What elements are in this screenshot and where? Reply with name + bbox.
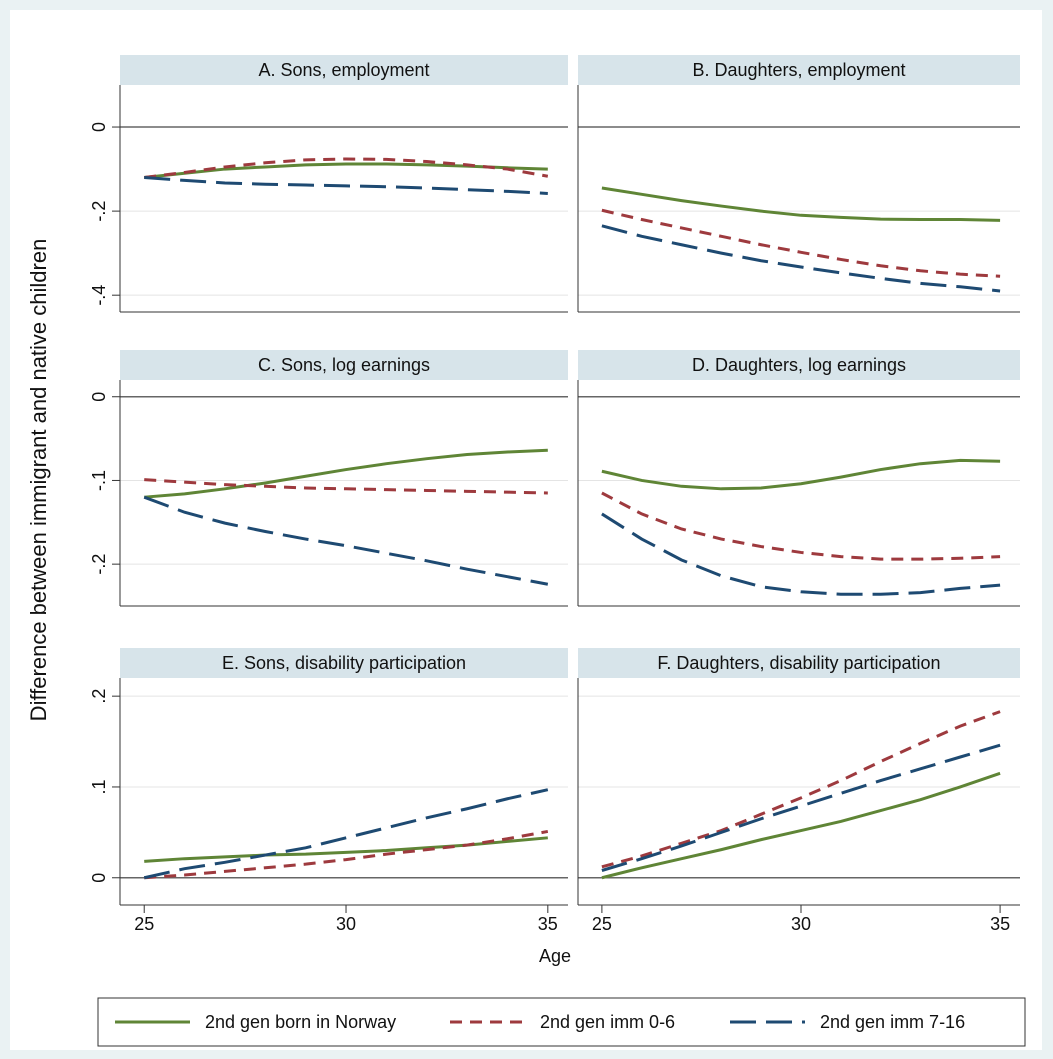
series-line — [144, 448, 548, 499]
panel-title: C. Sons, log earnings — [258, 355, 430, 375]
panel-title-bar — [120, 350, 568, 380]
y-tick-label: .2 — [89, 689, 109, 704]
y-tick-label: -.4 — [89, 285, 109, 306]
series-line — [144, 836, 548, 863]
x-tick-label: 30 — [336, 914, 356, 934]
series-line — [144, 162, 548, 179]
y-tick-label: -.2 — [89, 554, 109, 575]
series-line — [601, 512, 1001, 596]
x-tick-label: 35 — [538, 914, 558, 934]
panel-title-bar — [578, 55, 1020, 85]
series-line — [601, 458, 1001, 491]
x-tick-label: 25 — [592, 914, 612, 934]
panel-title-bar — [578, 648, 1020, 678]
series-line — [144, 157, 549, 179]
y-tick-label: 0 — [89, 392, 109, 402]
y-tick-label: -.2 — [89, 201, 109, 222]
series-line — [601, 710, 1001, 869]
x-axis-label: Age — [539, 946, 571, 966]
x-tick-label: 35 — [990, 914, 1010, 934]
panel-title: E. Sons, disability participation — [222, 653, 466, 673]
series-line — [143, 788, 549, 880]
series-line — [144, 175, 548, 195]
y-tick-label: -.1 — [89, 470, 109, 491]
panel-title-bar — [120, 55, 568, 85]
series-line — [143, 495, 549, 586]
series-line — [601, 224, 1001, 293]
y-axis-label: Difference between immigrant and native … — [26, 239, 51, 722]
panel-title-bar — [578, 350, 1020, 380]
y-tick-label: 0 — [89, 873, 109, 883]
panel-title: F. Daughters, disability participation — [657, 653, 940, 673]
legend-label: 2nd gen imm 7-16 — [820, 1012, 965, 1032]
panel-title: B. Daughters, employment — [692, 60, 905, 80]
series-line — [601, 491, 1001, 561]
series-line — [601, 771, 1001, 880]
legend-label: 2nd gen imm 0-6 — [540, 1012, 675, 1032]
panel-title: A. Sons, employment — [258, 60, 429, 80]
graph-region — [10, 10, 1042, 1050]
x-tick-label: 30 — [791, 914, 811, 934]
legend-label: 2nd gen born in Norway — [205, 1012, 396, 1032]
series-line — [144, 829, 549, 880]
series-line — [601, 208, 1001, 278]
y-tick-label: 0 — [89, 122, 109, 132]
y-tick-label: .1 — [89, 779, 109, 794]
panel-title-bar — [120, 648, 568, 678]
series-line — [144, 478, 548, 495]
series-line — [601, 743, 1001, 872]
x-tick-label: 25 — [134, 914, 154, 934]
legend-box — [97, 997, 1026, 1047]
panel-title: D. Daughters, log earnings — [692, 355, 906, 375]
series-line — [601, 186, 1001, 222]
